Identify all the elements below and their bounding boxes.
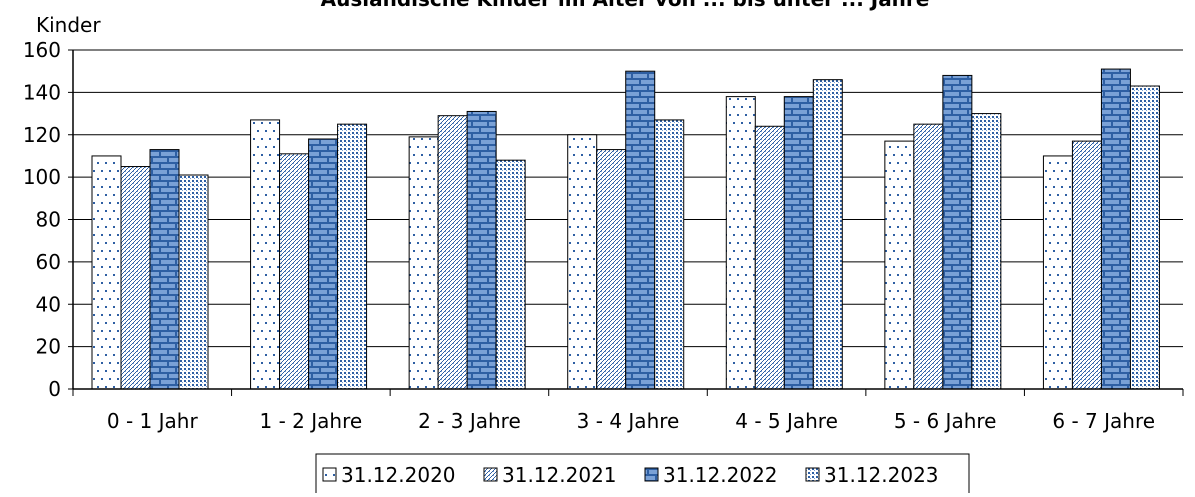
bar-1-2Jahre-series3 (308, 138, 339, 390)
bar-6-7Jahre-series2 (1071, 140, 1102, 390)
y-axis-label: Kinder (36, 13, 101, 37)
bar-5-6Jahre-series2 (913, 123, 944, 390)
bar-3-4Jahre-series1 (567, 134, 598, 390)
bar-6-7Jahre-series1 (1042, 155, 1073, 390)
bar-3-4Jahre-series3 (625, 70, 656, 390)
bar-4-5Jahre-series3 (783, 96, 814, 390)
axes (72, 50, 1184, 396)
legend-swatch (322, 467, 337, 482)
bar-3-4Jahre-series4 (654, 119, 685, 390)
bar-5-6Jahre-series4 (971, 113, 1002, 390)
y-tick-label: 0 (48, 377, 61, 401)
bar-5-6Jahre-series3 (942, 74, 973, 390)
legend-box (315, 453, 970, 495)
legend-swatch (483, 467, 498, 482)
legend-swatch (644, 467, 659, 482)
bar-6-7Jahre-series4 (1129, 85, 1160, 390)
x-tick-label: 4 - 5 Jahre (735, 409, 838, 433)
y-tick-label: 40 (36, 292, 61, 316)
x-tick-label: 6 - 7 Jahre (1052, 409, 1155, 433)
x-tick-label: 0 - 1 Jahr (107, 409, 199, 433)
y-tick-label: 140 (23, 80, 61, 104)
bar-2-3Jahre-series2 (437, 115, 468, 390)
bar-4-5Jahre-series2 (754, 125, 785, 390)
y-tick-label: 100 (23, 165, 61, 189)
bar-1-2Jahre-series4 (337, 123, 368, 390)
legend: 31.12.2020 31.12.2021 31.12.2022 31.12.2023 (315, 453, 970, 495)
x-tick-label: 1 - 2 Jahre (260, 409, 363, 433)
bar-1-2Jahre-series2 (279, 153, 310, 390)
x-tick-label: 3 - 4 Jahre (577, 409, 680, 433)
bar-1-2Jahre-series1 (250, 119, 281, 390)
bar-2-3Jahre-series3 (466, 110, 497, 390)
bar-4-5Jahre-series4 (812, 79, 843, 390)
bar-0-1Jahr-series3 (149, 149, 180, 390)
x-tick-label: 2 - 3 Jahre (418, 409, 521, 433)
bar-2-3Jahre-series1 (408, 136, 439, 390)
x-tick-label: 5 - 6 Jahre (894, 409, 997, 433)
bar-3-4Jahre-series2 (596, 149, 627, 390)
bar-0-1Jahr-series2 (120, 166, 151, 390)
bar-2-3Jahre-series4 (495, 159, 526, 390)
legend-label: 31.12.2022 (663, 463, 778, 487)
bar-4-5Jahre-series1 (725, 96, 756, 390)
bar-6-7Jahre-series3 (1100, 68, 1131, 390)
chart-title: Ausländische Kinder im Alter von ... bis… (321, 0, 930, 11)
legend-label: 31.12.2023 (824, 463, 939, 487)
y-tick-labels: 0 20 40 60 80 100 120 140 160 (23, 38, 73, 401)
legend-label: 31.12.2020 (341, 463, 456, 487)
bar-5-6Jahre-series1 (884, 140, 915, 390)
y-tick-label: 160 (23, 38, 61, 62)
bar-0-1Jahr-series4 (178, 174, 209, 390)
y-tick-label: 60 (36, 250, 61, 274)
y-tick-label: 80 (36, 208, 61, 232)
bar-0-1Jahr-series1 (91, 155, 122, 390)
y-tick-label: 120 (23, 123, 61, 147)
legend-swatch (805, 467, 820, 482)
legend-label: 31.12.2021 (502, 463, 617, 487)
x-tick-labels: 0 - 1 Jahr 1 - 2 Jahre 2 - 3 Jahre 3 - 4 Ja… (107, 409, 1155, 433)
bars (91, 68, 1160, 390)
y-tick-label: 20 (36, 335, 61, 359)
